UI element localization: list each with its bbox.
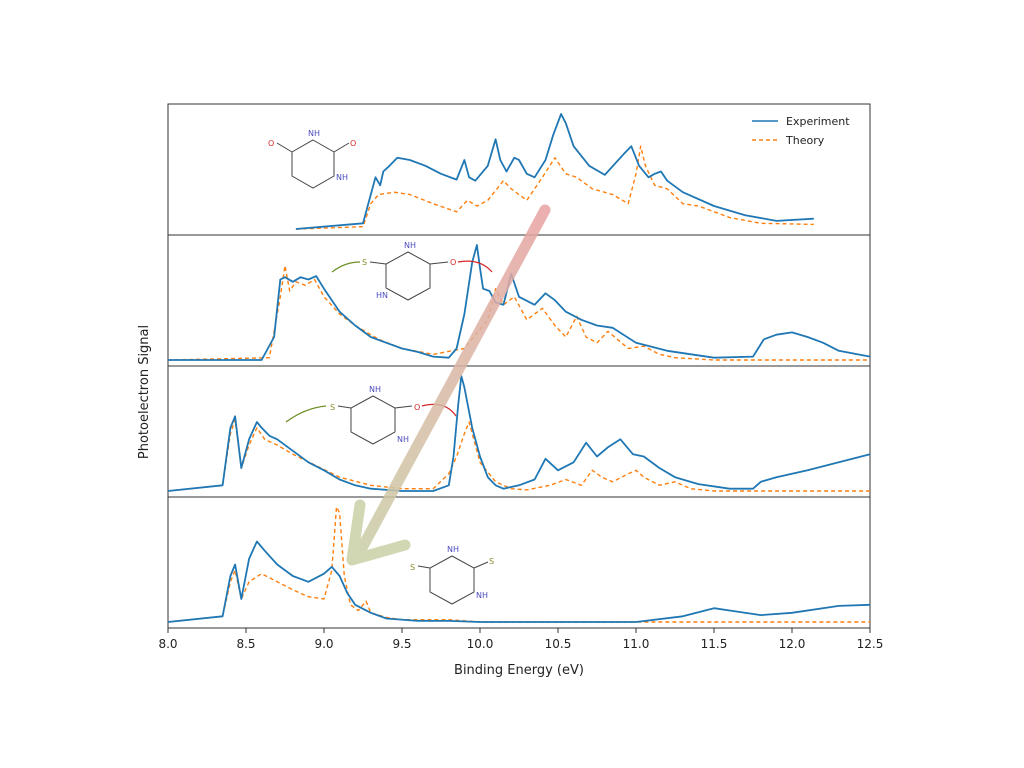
molecule-panel-2: S NH O HN <box>331 241 493 301</box>
panel-frame-4 <box>167 496 871 629</box>
x-axis-label: Binding Energy (eV) <box>454 663 584 678</box>
olive-curved-arrow <box>285 405 327 423</box>
molecule-ring <box>350 395 396 445</box>
atom-label: O <box>350 139 356 148</box>
series-experiment-panel-1 <box>295 113 814 230</box>
legend-experiment-label: Experiment <box>786 115 850 128</box>
atom-label: S <box>410 563 415 572</box>
molecule-ring <box>429 555 475 605</box>
atom-label: NH <box>308 129 320 138</box>
series-theory-panel-2 <box>167 265 870 361</box>
molecule-ring <box>385 251 431 301</box>
olive-curved-arrow <box>331 261 361 273</box>
trend-arrow-shaft <box>356 204 551 554</box>
trend-arrow-head <box>346 499 411 566</box>
x-tick-label: 11.0 <box>623 637 650 651</box>
atom-label: O <box>414 403 420 412</box>
panel-frames <box>167 103 871 629</box>
red-curved-arrow <box>457 260 493 273</box>
atom-label: NH <box>476 591 488 600</box>
atom-label: NH <box>404 241 416 250</box>
atom-label: S <box>362 258 367 267</box>
series-theory-panel-1 <box>295 145 814 230</box>
series-theory-panel-3 <box>167 419 870 492</box>
molecule-panel-4: S NH S NH <box>410 545 494 605</box>
x-axis: 8.0 8.5 9.0 9.5 10.0 10.5 11.0 11.5 12.0 12.5 <box>158 628 883 651</box>
y-axis-label: Photoelectron Signal <box>137 325 152 459</box>
molecule-panel-3: S NH O NH <box>285 385 457 445</box>
x-tick-label: 11.5 <box>701 637 728 651</box>
legend: Experiment Theory <box>752 115 850 147</box>
atom-label: NH <box>336 173 348 182</box>
x-tick-label: 9.5 <box>392 637 411 651</box>
panel-frame-3 <box>167 365 871 498</box>
x-tick-label: 10.5 <box>545 637 572 651</box>
atom-label: NH <box>447 545 459 554</box>
x-tick-label: 8.5 <box>236 637 255 651</box>
panel-frame-1 <box>167 103 871 236</box>
atom-label: NH <box>369 385 381 394</box>
atom-label: NH <box>397 435 409 444</box>
series-experiment-panel-4 <box>167 540 871 623</box>
trend-arrow <box>346 204 551 566</box>
x-tick-label: 12.0 <box>779 637 806 651</box>
atom-label: O <box>268 139 274 148</box>
molecule-uracil: O NH O NH <box>268 129 356 189</box>
molecule-ring <box>291 139 335 189</box>
x-tick-label: 12.5 <box>857 637 884 651</box>
series-layer <box>167 113 871 623</box>
atom-label: S <box>489 557 494 566</box>
atom-label: HN <box>376 291 388 300</box>
x-tick-label: 10.0 <box>467 637 494 651</box>
atom-label: S <box>330 403 335 412</box>
series-experiment-panel-3 <box>167 375 871 492</box>
x-tick-label: 8.0 <box>158 637 177 651</box>
series-theory-panel-4 <box>167 506 870 623</box>
legend-theory-label: Theory <box>785 134 825 147</box>
atom-label: O <box>450 258 456 267</box>
x-tick-label: 9.0 <box>314 637 333 651</box>
series-experiment-panel-2 <box>168 244 871 361</box>
